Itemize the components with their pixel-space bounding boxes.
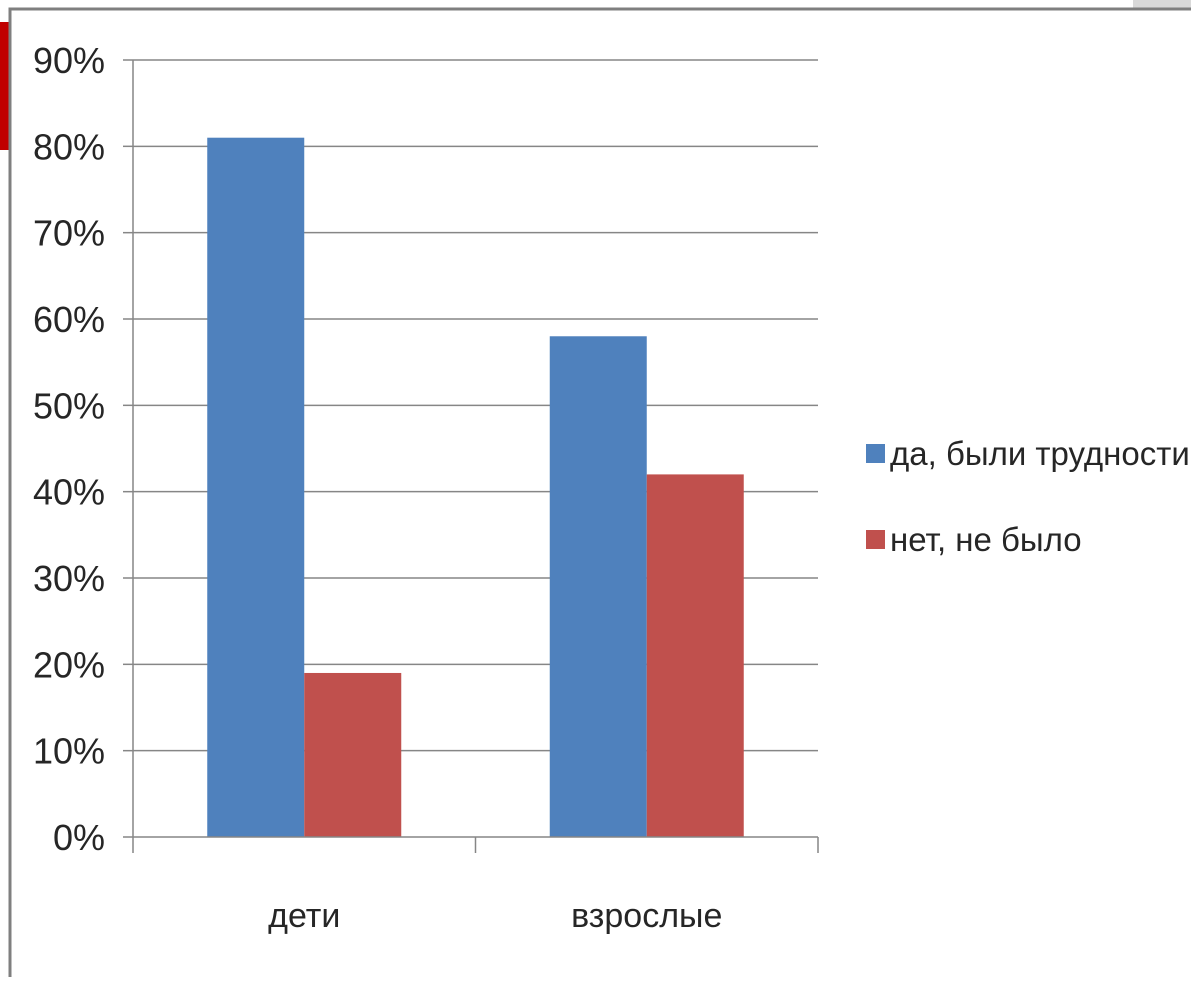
y-tick-label: 10% — [33, 731, 105, 772]
y-tick-label: 20% — [33, 644, 105, 685]
legend-label: нет, не было — [890, 521, 1082, 558]
legend-swatch — [866, 444, 885, 463]
axes: 0% 10% 20% 30% 40% 50% 60% 70% 80% 90% дети взрослы… — [33, 40, 819, 935]
legend: да, были трудности нет, не было — [866, 435, 1190, 558]
x-tick-label: дети — [268, 897, 340, 935]
y-tick-label: 80% — [33, 126, 105, 167]
y-tick-label: 70% — [33, 213, 105, 254]
bar — [549, 336, 647, 837]
bar — [207, 137, 305, 837]
y-tick-label: 40% — [33, 472, 105, 513]
y-tick-label: 30% — [33, 558, 105, 599]
bars — [207, 137, 744, 837]
legend-swatch — [866, 530, 885, 549]
y-tick-label: 50% — [33, 385, 105, 426]
legend-label: да, были трудности — [890, 435, 1190, 472]
bar — [646, 474, 744, 837]
bar — [304, 672, 402, 837]
y-tick-label: 0% — [53, 817, 105, 858]
y-tick-label: 90% — [33, 40, 105, 81]
y-tick-label: 60% — [33, 299, 105, 340]
x-tick-label: взрослые — [571, 897, 722, 935]
